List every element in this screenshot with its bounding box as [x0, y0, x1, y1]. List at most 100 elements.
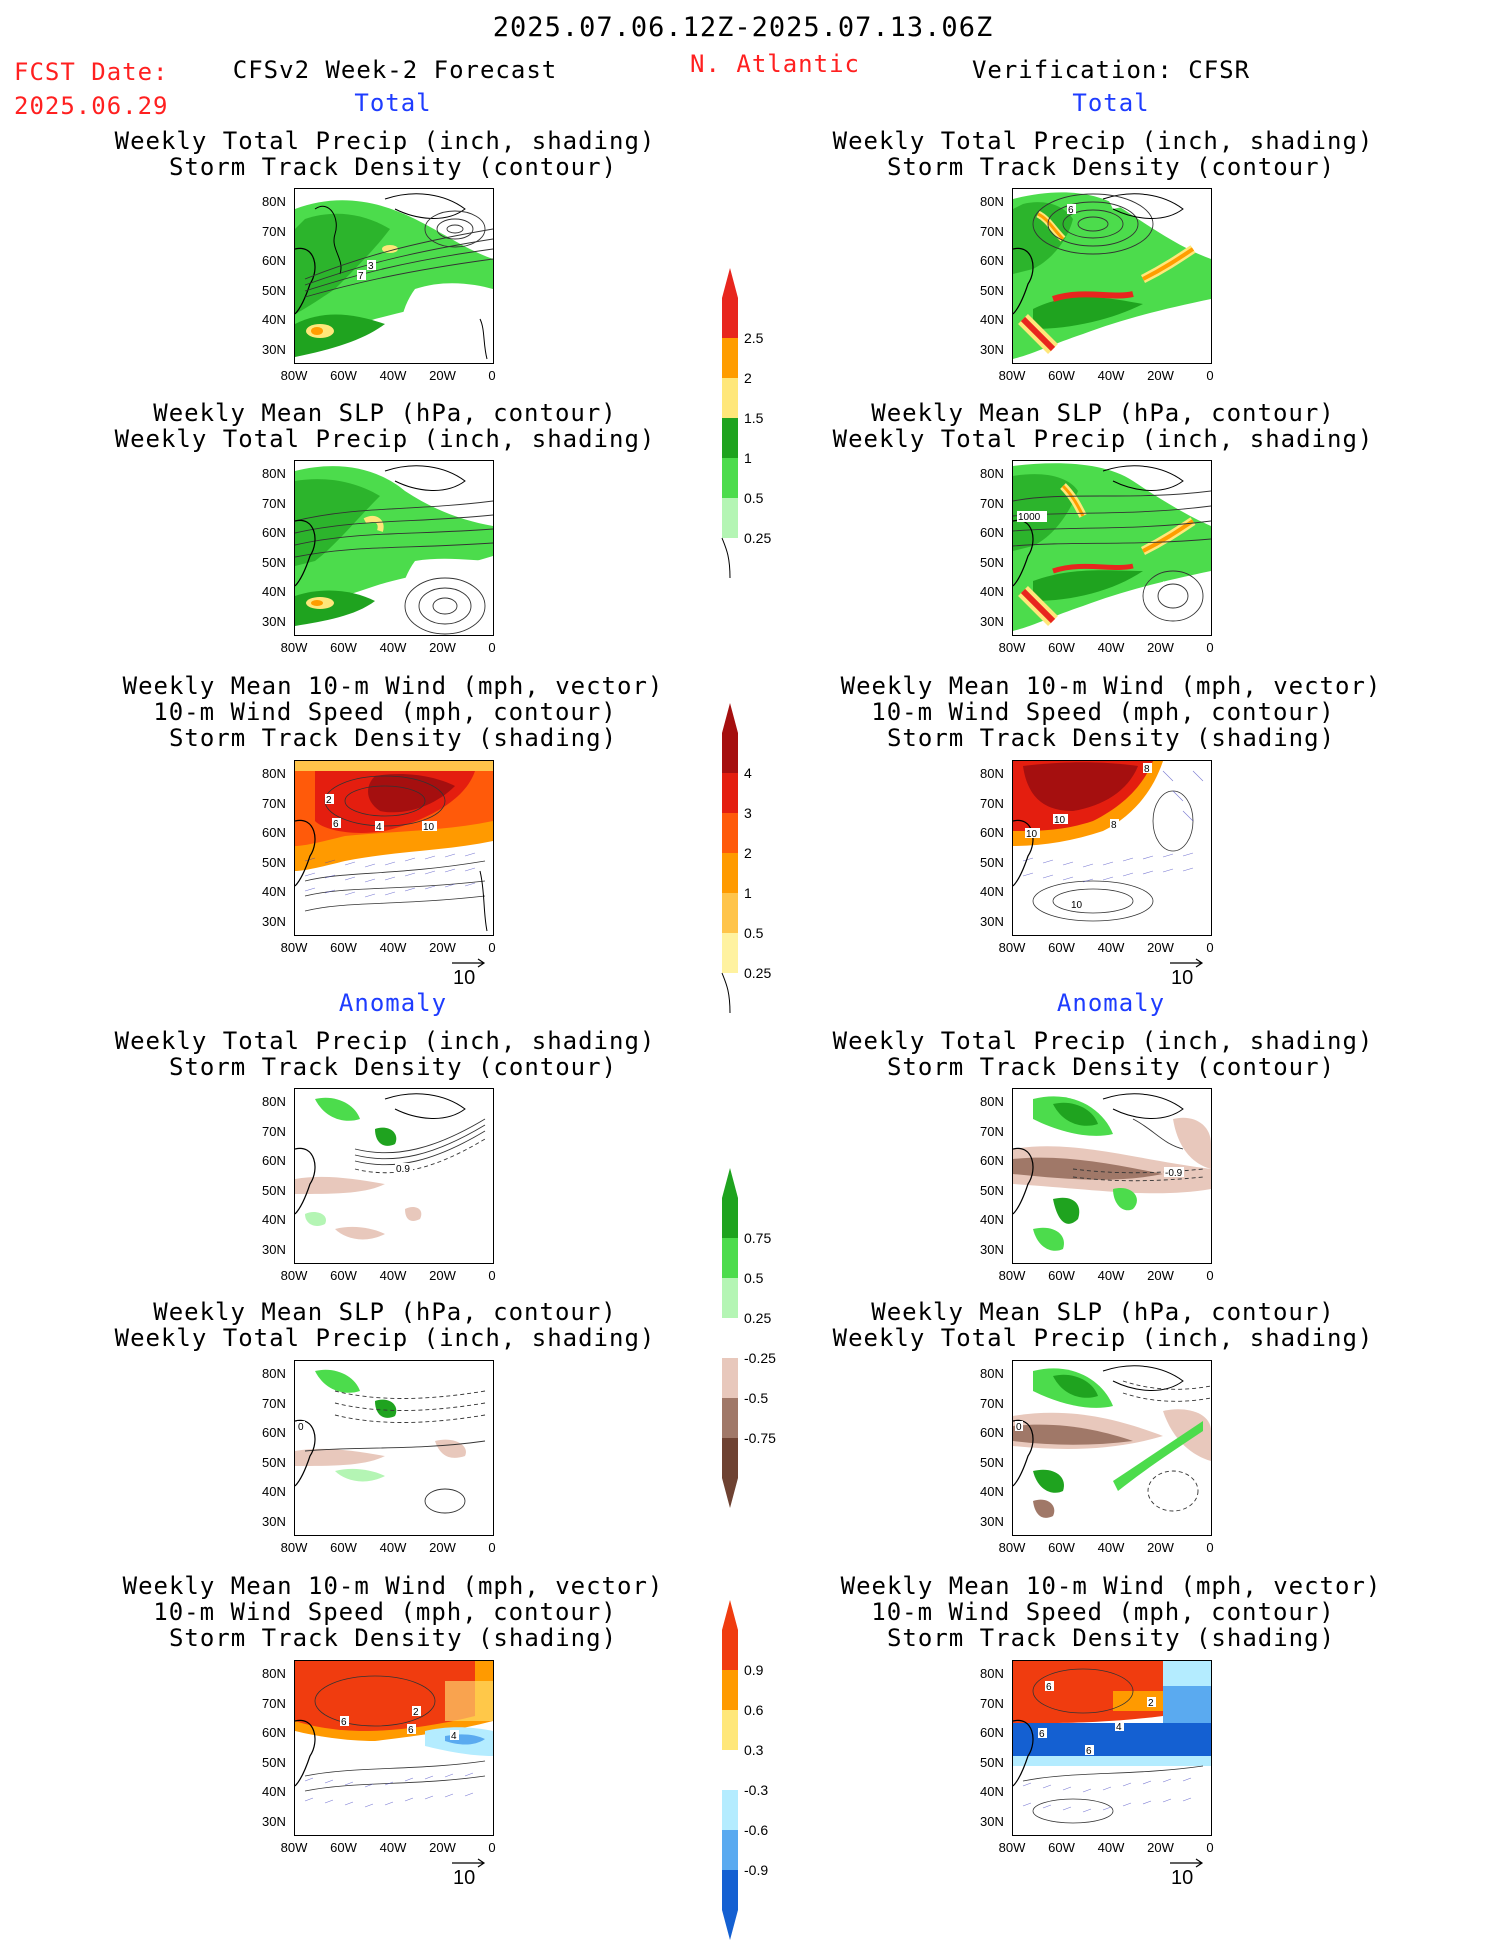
lat-tick-label: 70N: [262, 495, 286, 511]
lon-tick-label: 60W: [1048, 1840, 1075, 1855]
lat-tick-label: 50N: [980, 1182, 1004, 1198]
map-verification-total-precip: 6: [1012, 188, 1212, 364]
contour-label: 4: [376, 822, 382, 833]
map-forecast-total-wind: 2 6 4 10: [294, 760, 494, 936]
lat-tick-label: 40N: [262, 312, 286, 327]
colorbar-tick-label: 0.25: [744, 530, 772, 546]
colorbar-swatch: [722, 1238, 738, 1278]
panel-title-line: Storm Track Density (shading): [168, 724, 618, 752]
lat-tick-label: 80N: [262, 1366, 286, 1381]
colorbar-swatch: [722, 418, 738, 458]
lon-tick-label: 20W: [1147, 1840, 1174, 1855]
lat-tick-label: 30N: [262, 1813, 286, 1829]
colorbar-swatch: [722, 893, 738, 933]
lat-tick-label: 70N: [980, 795, 1004, 811]
colorbar-swatch: [722, 1750, 738, 1790]
lon-tick-label: 60W: [1048, 1540, 1075, 1555]
lon-tick-label: 0: [1206, 640, 1214, 655]
lat-tick-label: 30N: [980, 1513, 1004, 1529]
map-forecast-anomaly-precip: 0.9: [294, 1088, 494, 1264]
lat-tick-label: 30N: [262, 1513, 286, 1529]
lon-tick-label: 60W: [330, 1268, 357, 1283]
contour-label: 0: [298, 1422, 304, 1433]
fcst-date-label: FCST Date:: [14, 58, 169, 86]
colorbar-tick-label: 2.5: [744, 330, 764, 346]
lat-tick-label: 70N: [262, 1395, 286, 1411]
lon-tick-label: 40W: [379, 940, 407, 955]
panel-title-line: Weekly Total Precip (inch, shading): [832, 425, 1374, 453]
vector-reference: 10: [452, 958, 486, 990]
contour-label: 2: [1148, 1698, 1154, 1709]
panel-title-line: 10-m Wind Speed (mph, contour): [153, 698, 617, 726]
lat-tick-label: 60N: [980, 253, 1004, 268]
lon-tick-label: 20W: [1147, 940, 1174, 955]
lon-tick-label: 40W: [1097, 1840, 1125, 1855]
map-verification-anomaly-wind: 6 2 6 4 6: [1012, 1660, 1212, 1836]
panel-title-line: Weekly Total Precip (inch, shading): [832, 127, 1374, 155]
colorbar-swatch: [722, 338, 738, 378]
lon-tick-label: 80W: [280, 368, 308, 383]
lat-tick-label: 50N: [262, 282, 286, 298]
vector-reference-label: 10: [1171, 967, 1194, 989]
panel-title-line: Weekly Total Precip (inch, shading): [114, 425, 656, 453]
panel-title-line: Weekly Mean 10-m Wind (mph, vector): [122, 672, 664, 700]
lon-tick-label: 20W: [1147, 368, 1174, 383]
colorbar-swatch: [722, 703, 738, 773]
verification-title: Verification: CFSR: [971, 56, 1251, 84]
colorbar-swatch: [722, 1438, 738, 1508]
lon-tick-label: 80W: [998, 1268, 1026, 1283]
lat-tick-label: 30N: [980, 913, 1004, 929]
lon-tick-label: 0: [1206, 940, 1214, 955]
lon-tick-label: 40W: [379, 1840, 407, 1855]
contour-label: 2: [326, 795, 332, 806]
lat-tick-label: 60N: [980, 825, 1004, 840]
panel-title-line: Weekly Total Precip (inch, shading): [114, 1324, 656, 1352]
panel-title-line: Weekly Mean 10-m Wind (mph, vector): [122, 1572, 664, 1600]
contour-label: 4: [451, 1731, 457, 1742]
contour-label: 8: [1111, 820, 1117, 831]
lon-tick-label: 40W: [1097, 940, 1125, 955]
lon-tick-label: 80W: [280, 940, 308, 955]
map-verification-anomaly-slp: 0: [1012, 1360, 1212, 1536]
panel-title-line: Storm Track Density (contour): [886, 1053, 1336, 1081]
panel-title-line: 10-m Wind Speed (mph, contour): [871, 1598, 1335, 1626]
lon-tick-label: 60W: [1048, 1268, 1075, 1283]
contour-label: 10: [423, 822, 435, 833]
contour-label: 4: [1116, 1722, 1122, 1733]
lat-tick-label: 70N: [980, 1395, 1004, 1411]
lat-tick-label: 60N: [262, 1725, 286, 1740]
contour-label: 6: [1046, 1682, 1052, 1693]
contour-label: 6: [341, 1717, 347, 1728]
lon-tick-label: 20W: [1147, 1268, 1174, 1283]
fcst-date-value: 2025.06.29: [14, 92, 169, 120]
vector-reference-label: 10: [1171, 1867, 1194, 1889]
map-verification-total-slp: 1000: [1012, 460, 1212, 636]
lat-tick-label: 60N: [262, 525, 286, 540]
lat-tick-label: 30N: [262, 913, 286, 929]
lon-tick-label: 40W: [1097, 640, 1125, 655]
colorbar-swatch: [722, 1710, 738, 1750]
lon-tick-label: 0: [488, 368, 496, 383]
lat-tick-label: 80N: [262, 1666, 286, 1681]
section-anomaly-verification: Anomaly: [1056, 989, 1166, 1017]
date-range-title: 2025.07.06.12Z-2025.07.13.06Z: [492, 12, 994, 43]
lat-tick-label: 80N: [262, 766, 286, 781]
lat-tick-label: 40N: [262, 1484, 286, 1499]
lat-tick-label: 30N: [980, 613, 1004, 629]
lon-tick-label: 20W: [429, 1840, 456, 1855]
lat-tick-label: 70N: [980, 495, 1004, 511]
panel-title-line: Weekly Mean SLP (hPa, contour): [153, 1298, 617, 1326]
region-label: N. Atlantic: [690, 50, 860, 78]
panel-title-line: Weekly Total Precip (inch, shading): [832, 1027, 1374, 1055]
lon-tick-label: 80W: [280, 640, 308, 655]
colorbar-tick-label: 1.5: [744, 410, 764, 426]
lat-tick-label: 30N: [262, 341, 286, 357]
lon-tick-label: 60W: [1048, 368, 1075, 383]
colorbar-tick-label: 2: [744, 845, 752, 861]
lat-tick-label: 60N: [980, 1425, 1004, 1440]
colorbar-swatch: [722, 1790, 738, 1830]
lon-tick-label: 20W: [429, 640, 456, 655]
lat-tick-label: 40N: [262, 1212, 286, 1227]
map-verification-anomaly-precip: -0.9: [1012, 1088, 1212, 1264]
lon-tick-label: 80W: [998, 368, 1026, 383]
